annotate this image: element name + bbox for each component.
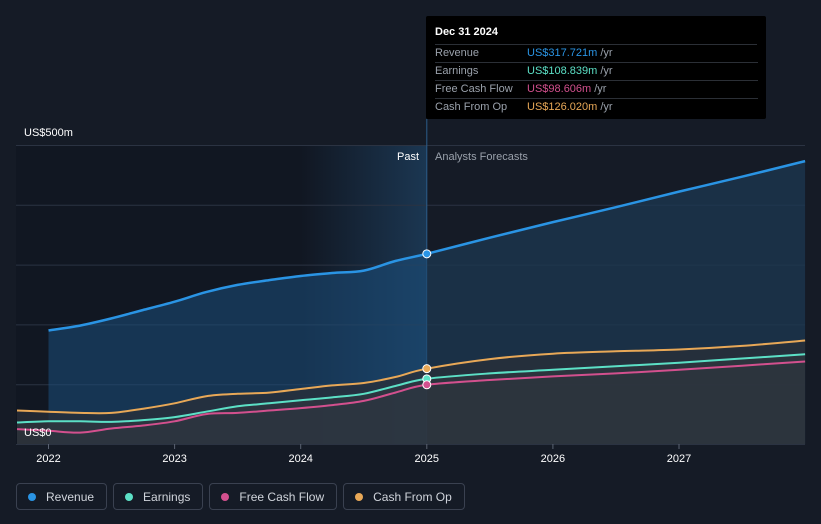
tooltip-row: Revenue US$317.721m/yr xyxy=(435,45,758,63)
tooltip-row-unit: /yr xyxy=(600,65,613,77)
legend-dot-icon xyxy=(221,492,230,501)
past-label: Past xyxy=(397,151,419,163)
legend-item-revenue[interactable]: Revenue xyxy=(16,483,108,510)
tooltip-row-label: Earnings xyxy=(435,65,479,77)
cash-from-op-line xyxy=(16,339,806,415)
x-tick-label: 2026 xyxy=(541,453,565,465)
legend-dot-icon xyxy=(355,492,364,501)
x-tick-label: 2023 xyxy=(162,453,186,465)
free-cash-flow-line xyxy=(16,360,806,434)
legend-label: Free Cash Flow xyxy=(239,489,325,504)
free-cash-flow-marker xyxy=(422,380,432,390)
tooltip-row-unit: /yr xyxy=(594,83,607,95)
tooltip-row-unit: /yr xyxy=(600,47,613,59)
tooltip: Dec 31 2024 Revenue US$317.721m/yr Earning… xyxy=(426,16,766,119)
legend-item-free-cash-flow[interactable]: Free Cash Flow xyxy=(209,483,338,510)
x-tick-label: 2027 xyxy=(667,453,691,465)
y-axis-top-label: US$500m xyxy=(24,127,73,139)
tooltip-row-value: US$126.020m xyxy=(527,101,598,113)
tooltip-row-label: Free Cash Flow xyxy=(435,83,513,95)
tooltip-row-unit: /yr xyxy=(600,101,613,113)
legend-label: Earnings xyxy=(143,489,191,504)
x-tick-label: 2024 xyxy=(288,453,312,465)
legend-dot-icon xyxy=(125,492,134,501)
cash-from-op-marker xyxy=(422,364,432,374)
tooltip-row-label: Cash From Op xyxy=(435,101,508,113)
y-axis-bottom-label: US$0 xyxy=(24,427,52,439)
legend: Revenue Earnings Free Cash Flow Cash From O… xyxy=(16,483,465,510)
legend-label: Revenue xyxy=(46,489,95,504)
legend-label: Cash From Op xyxy=(373,489,452,504)
tooltip-row-label: Revenue xyxy=(435,47,480,59)
tooltip-row-value: US$108.839m xyxy=(527,65,598,77)
earnings-area xyxy=(17,354,806,444)
revenue-marker xyxy=(422,249,432,259)
tooltip-row: Free Cash Flow US$98.606m/yr xyxy=(435,81,758,99)
legend-dot-icon xyxy=(28,492,36,501)
legend-item-cash-from-op[interactable]: Cash From Op xyxy=(343,483,465,510)
tooltip-row-value: US$98.606m xyxy=(527,83,592,95)
tooltip-date: Dec 31 2024 xyxy=(435,26,757,45)
tooltip-row: Earnings US$108.839m/yr xyxy=(435,63,758,81)
tooltip-row: Cash From Op US$126.020m/yr xyxy=(435,99,758,116)
legend-item-earnings[interactable]: Earnings xyxy=(113,483,204,510)
forecast-label: Analysts Forecasts xyxy=(435,151,528,163)
tooltip-row-value: US$317.721m xyxy=(527,47,598,59)
earnings-line xyxy=(16,353,806,424)
x-tick-label: 2025 xyxy=(415,453,439,465)
x-tick-label: 2022 xyxy=(36,453,60,465)
revenue-line xyxy=(48,159,806,332)
